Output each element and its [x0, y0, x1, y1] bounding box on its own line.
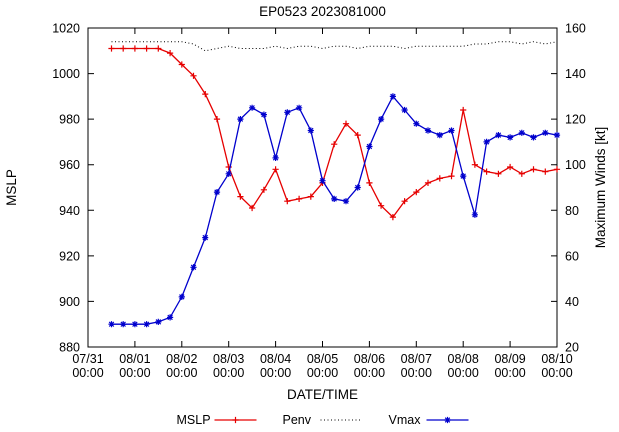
- x-tick-label-time: 00:00: [307, 366, 338, 380]
- x-tick-label-date: 08/10: [541, 352, 572, 366]
- x-tick-label-date: 08/09: [494, 352, 525, 366]
- y2-tick-label: 160: [565, 22, 586, 36]
- y-tick-label: 940: [59, 204, 80, 218]
- penv-line: [111, 41, 558, 52]
- y2-tick-label: 20: [565, 341, 579, 355]
- legend-label-penv: Penv: [283, 413, 312, 427]
- legend-marker-vmax: [444, 416, 451, 424]
- x-tick-label-date: 08/06: [354, 352, 385, 366]
- x-tick-label-time: 00:00: [448, 366, 479, 380]
- x-tick-label-time: 00:00: [354, 366, 385, 380]
- y-tick-label: 1020: [52, 22, 80, 36]
- x-tick-label-time: 00:00: [260, 366, 291, 380]
- x-tick-label-date: 08/01: [119, 352, 150, 366]
- y2-tick-label: 140: [565, 67, 586, 81]
- y-tick-label: 900: [59, 295, 80, 309]
- x-tick-label-date: 08/08: [448, 352, 479, 366]
- vmax-line: [111, 95, 558, 325]
- y2-tick-label: 60: [565, 249, 579, 263]
- x-tick-label-time: 00:00: [541, 366, 572, 380]
- x-tick-label-time: 00:00: [494, 366, 525, 380]
- x-tick-label-date: 08/05: [307, 352, 338, 366]
- x-tick-label-date: 08/03: [213, 352, 244, 366]
- x-tick-label-time: 00:00: [166, 366, 197, 380]
- y-tick-label: 1000: [52, 67, 80, 81]
- chart-title: EP0523 2023081000: [259, 4, 386, 19]
- x-tick-label-time: 00:00: [401, 366, 432, 380]
- mslp-line: [111, 47, 558, 219]
- x-tick-label-date: 08/04: [260, 352, 291, 366]
- y2-tick-label: 40: [565, 295, 579, 309]
- y2-tick-label: 80: [565, 204, 579, 218]
- x-tick-label-time: 00:00: [213, 366, 244, 380]
- y2-tick-label: 120: [565, 113, 586, 127]
- y-tick-label: 880: [59, 341, 80, 355]
- y-axis-label: MSLP: [4, 169, 19, 206]
- y-tick-label: 960: [59, 158, 80, 172]
- x-tick-label-time: 00:00: [119, 366, 150, 380]
- x-tick-label-date: 08/07: [401, 352, 432, 366]
- y-tick-label: 980: [59, 113, 80, 127]
- x-tick-label-time: 00:00: [72, 366, 103, 380]
- y-tick-label: 920: [59, 249, 80, 263]
- legend-marker-mslp: [232, 416, 239, 424]
- legend-label-mslp: MSLP: [177, 413, 211, 427]
- legend-label-vmax: Vmax: [389, 413, 422, 427]
- mslp-markers: [108, 45, 561, 221]
- x-tick-label-date: 07/31: [72, 352, 103, 366]
- x-tick-label-date: 08/02: [166, 352, 197, 366]
- vmax-markers: [108, 93, 561, 328]
- x-axis-label: DATE/TIME: [287, 387, 358, 402]
- plot-border: [87, 27, 558, 348]
- y2-axis-label: Maximum Winds [kt]: [593, 127, 608, 249]
- y2-tick-label: 100: [565, 158, 586, 172]
